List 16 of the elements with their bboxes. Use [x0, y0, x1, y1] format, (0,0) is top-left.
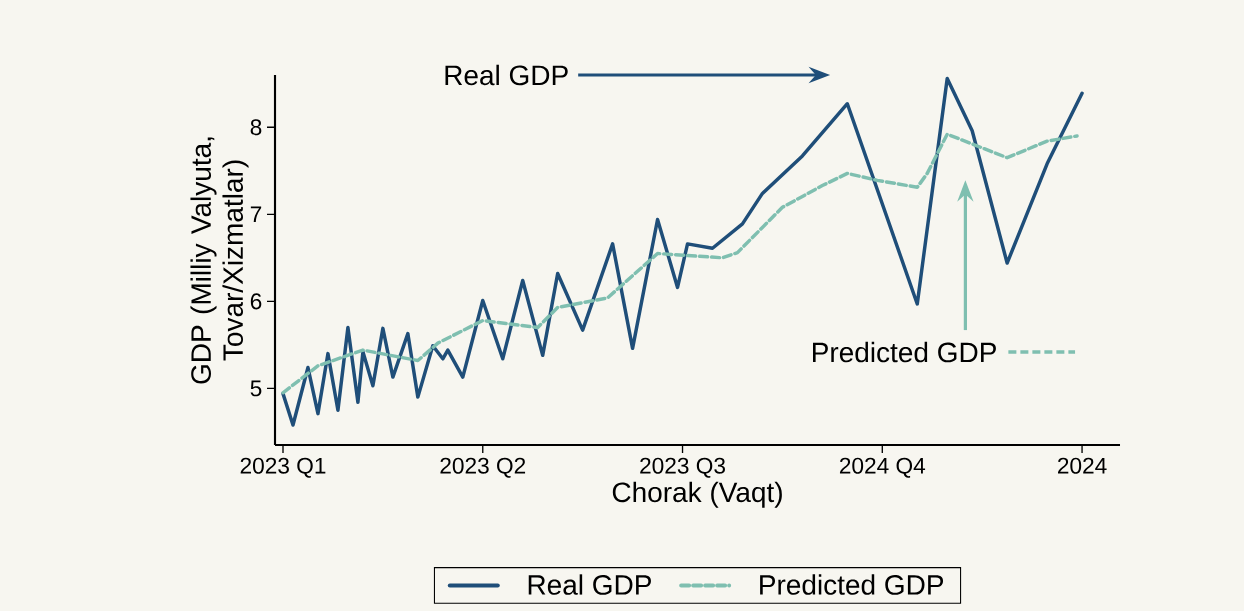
y-axis-title: GDP (Milliy Valyuta, Tovar/Xizmatlar): [190, 137, 249, 384]
legend-label: Predicted GDP: [760, 574, 944, 595]
y-tick-label: 7: [250, 206, 262, 223]
x-tick-label: 2023 Q1: [240, 457, 326, 478]
annotation: Predicted GDP: [813, 341, 996, 363]
legend-label: Real GDP: [528, 574, 651, 595]
x-tick-label: 2024 Q4: [839, 457, 926, 478]
x-tick-label: 2024: [1058, 457, 1107, 474]
x-tick-label: 2023 Q3: [640, 457, 725, 478]
y-tick-label: 8: [250, 119, 262, 136]
line-series: [281, 132, 1079, 395]
annotation: Real GDP: [445, 64, 568, 86]
y-tick-label: 6: [250, 293, 262, 310]
y-tick-label: 5: [250, 380, 262, 397]
x-axis-title: Chorak (Vaqt): [612, 481, 782, 508]
x-tick-label: 2023 Q2: [440, 457, 526, 478]
